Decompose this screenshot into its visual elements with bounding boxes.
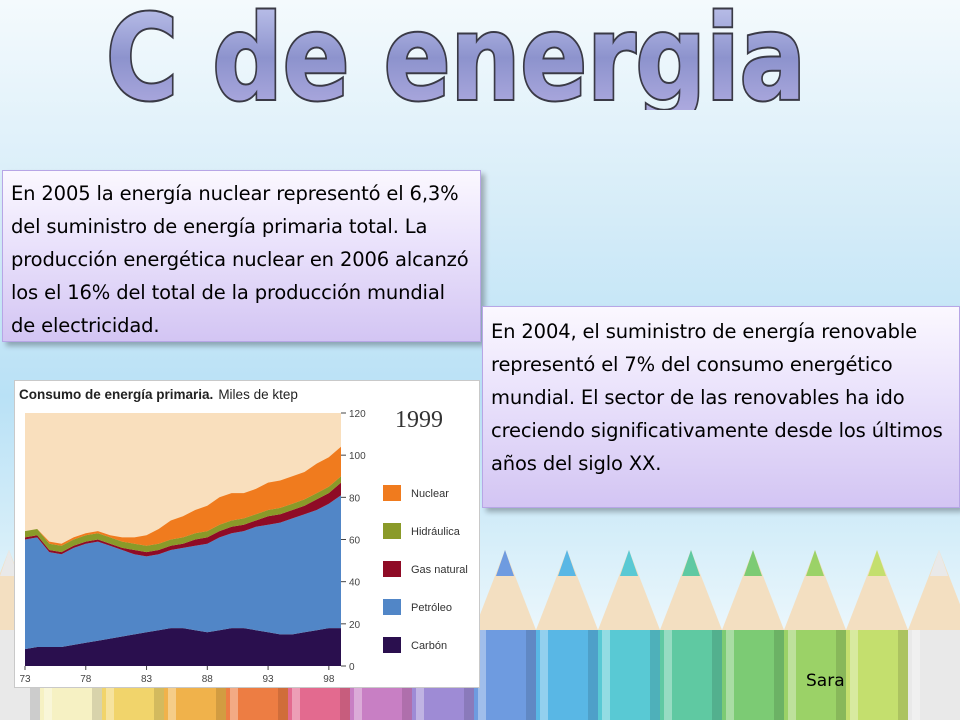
y-tick-label: 40 [349,578,361,589]
x-tick-label: 93 [263,674,275,685]
chart-title-main: Consumo de energía primaria. [19,387,213,402]
x-tick-label: 83 [141,674,153,685]
legend-item: Nuclear [383,485,449,501]
pencil [474,550,536,720]
area-series-carbon [25,628,341,666]
text-box-nuclear-text: En 2005 la energía nuclear representó el… [11,182,469,337]
y-tick-label: 80 [349,493,361,504]
legend-swatch [383,485,401,501]
legend-swatch [383,561,401,577]
pencil [908,550,960,720]
chart-y-ticks: 0 20 40 60 80 100 120 [341,409,366,673]
legend-item: Carbón [383,637,447,653]
chart-title-sub: Miles de ktep [218,387,298,402]
text-box-nuclear: En 2005 la energía nuclear representó el… [2,170,481,342]
area-series-hidraulica [25,476,341,553]
y-tick-label: 60 [349,536,361,547]
chart-title: Consumo de energía primaria. Miles de kte… [19,387,298,402]
x-tick-label: 98 [323,674,335,685]
legend-swatch [383,599,401,615]
area-series-gas-natural [25,482,341,557]
y-tick-label: 120 [349,409,366,420]
pencil [784,550,846,720]
legend-label: Carbón [411,640,447,652]
text-box-renewables: En 2004, el suministro de energía renova… [482,306,960,508]
legend-label: Gas natural [411,564,468,576]
y-tick-label: 0 [349,662,355,673]
y-tick-label: 20 [349,620,361,631]
y-tick-label: 100 [349,451,366,462]
chart-x-ticks: 73 78 83 88 93 98 [19,666,335,685]
chart-legend: Nuclear Hidráulica Gas natural Petróleo Carb… [383,485,468,653]
slide-title-text: C de energia [106,6,806,110]
chart-areas [25,413,341,666]
legend-item: Gas natural [383,561,468,577]
slide-title: C de energia [104,6,808,110]
x-tick-label: 78 [80,674,92,685]
text-box-renewables-text: En 2004, el suministro de energía renova… [491,320,943,475]
pencil [846,550,908,720]
legend-label: Nuclear [411,488,449,500]
chart-annotation-year: 1999 [395,407,443,433]
pencil [722,550,784,720]
legend-item: Petróleo [383,599,452,615]
x-tick-label: 88 [202,674,214,685]
x-tick-label: 73 [19,674,31,685]
legend-swatch [383,637,401,653]
pencil [598,550,660,720]
area-series-nuclear [25,446,341,546]
pencil [536,550,598,720]
energy-chart: Consumo de energía primaria. Miles de kte… [19,387,468,685]
pencil [660,550,722,720]
area-series-petroleo [25,495,341,650]
legend-item: Hidráulica [383,523,461,539]
author-signature: Sara [806,671,845,691]
legend-label: Hidráulica [411,526,461,538]
legend-label: Petróleo [411,602,452,614]
legend-swatch [383,523,401,539]
energy-chart-panel: Consumo de energía primaria. Miles de kte… [14,380,480,688]
